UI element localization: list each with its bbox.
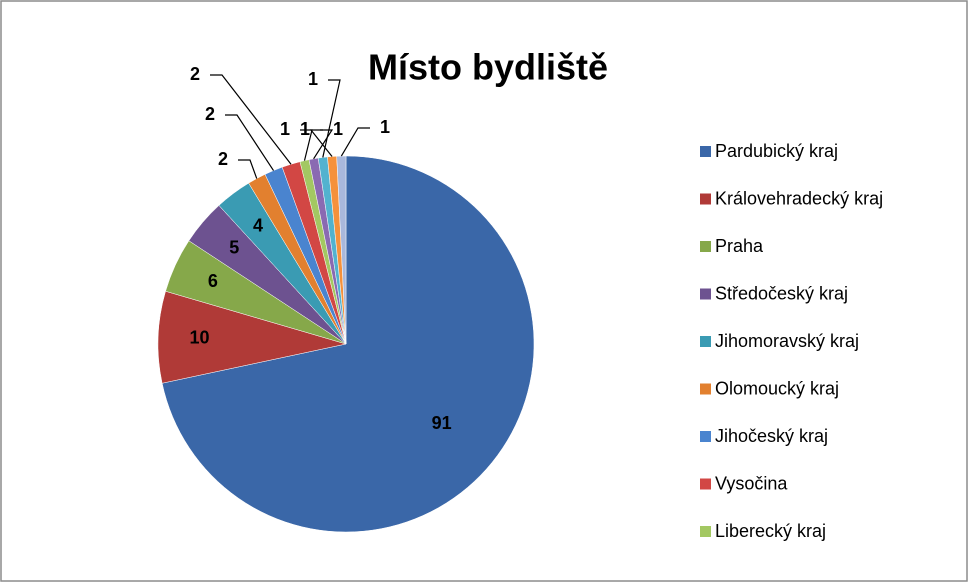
data-label: 2: [205, 104, 215, 124]
data-label: 1: [280, 119, 290, 139]
leader-line: [322, 79, 341, 158]
legend-label: Vysočina: [715, 473, 788, 493]
leader-line: [309, 129, 333, 157]
legend-swatch: [700, 193, 711, 205]
data-label: 2: [190, 64, 200, 84]
data-label: 1: [380, 117, 390, 137]
data-label: 5: [229, 238, 239, 258]
data-label: 10: [189, 327, 209, 347]
data-label: 1: [308, 69, 318, 89]
leader-line: [313, 129, 334, 160]
legend-label: Středočeský kraj: [715, 283, 848, 303]
data-label: 4: [253, 215, 263, 235]
legend-swatch: [700, 431, 711, 442]
legend-swatch: [700, 146, 711, 157]
legend-swatch: [700, 336, 711, 347]
leader-line: [340, 127, 370, 157]
pie-slice: [157, 290, 347, 384]
legend-swatch: [700, 241, 711, 252]
legend-swatch: [700, 288, 711, 300]
chart-title: Místo bydliště: [368, 47, 608, 88]
legend-label: Královehradecký kraj: [715, 188, 883, 208]
legend-label: Pardubický kraj: [715, 141, 838, 161]
legend-label: Liberecký kraj: [715, 521, 826, 541]
leader-line: [238, 159, 258, 179]
data-label: 2: [218, 149, 228, 169]
legend-label: Jihomoravský kraj: [715, 331, 859, 351]
legend-label: Praha: [715, 236, 764, 256]
leader-line: [225, 114, 275, 171]
leader-line: [210, 74, 292, 165]
data-label: 91: [432, 413, 452, 433]
data-label: 1: [333, 119, 343, 139]
legend-swatch: [700, 478, 711, 490]
data-label: 6: [208, 271, 218, 291]
legend-swatch: [700, 526, 711, 537]
data-label: 1: [300, 119, 310, 139]
legend-label: Jihočeský kraj: [715, 426, 828, 446]
legend-swatch: [700, 383, 711, 395]
legend-label: Olomoucký kraj: [715, 378, 839, 398]
pie-slice: [161, 155, 535, 533]
